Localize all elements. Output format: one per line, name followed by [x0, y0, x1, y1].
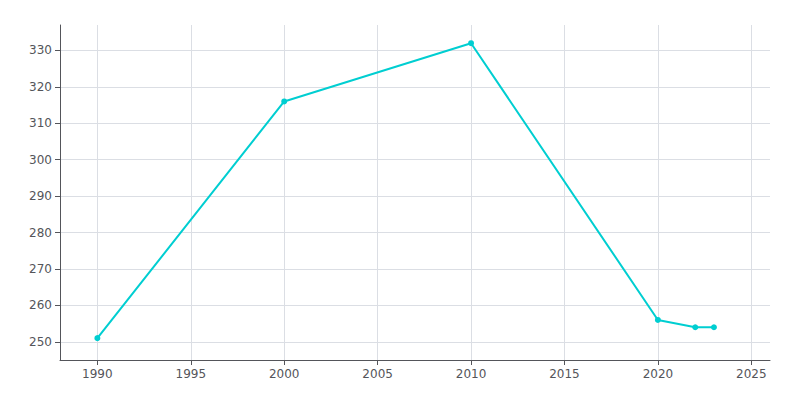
- svg-text:330: 330: [29, 43, 52, 57]
- svg-text:2015: 2015: [549, 367, 580, 381]
- svg-text:300: 300: [29, 153, 52, 167]
- svg-text:280: 280: [29, 226, 52, 240]
- svg-text:2010: 2010: [456, 367, 487, 381]
- svg-text:2020: 2020: [643, 367, 674, 381]
- svg-text:1990: 1990: [82, 367, 113, 381]
- svg-text:320: 320: [29, 80, 52, 94]
- svg-text:2025: 2025: [736, 367, 767, 381]
- svg-text:1995: 1995: [176, 367, 207, 381]
- svg-text:270: 270: [29, 262, 52, 276]
- svg-text:2005: 2005: [362, 367, 393, 381]
- svg-text:250: 250: [29, 335, 52, 349]
- svg-text:290: 290: [29, 189, 52, 203]
- svg-text:310: 310: [29, 116, 52, 130]
- svg-text:260: 260: [29, 298, 52, 312]
- svg-text:2000: 2000: [269, 367, 300, 381]
